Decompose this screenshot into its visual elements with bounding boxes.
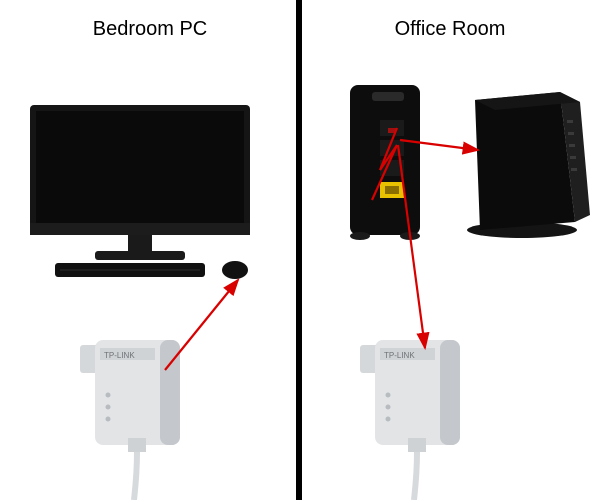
center-divider: [296, 0, 302, 500]
router-icon: [350, 85, 420, 240]
powerline-adapter-left-icon: TP-LINK: [80, 340, 180, 500]
svg-text:TP-LINK: TP-LINK: [104, 351, 135, 360]
modem-icon: [467, 92, 590, 238]
powerline-adapter-right-icon: TP-LINK: [360, 340, 460, 500]
arrow-router-to-modem: [400, 140, 478, 150]
left-title: Bedroom PC: [60, 18, 240, 41]
right-title: Office Room: [350, 18, 550, 41]
arrow-router-elbow: [372, 145, 397, 200]
pc-icon: [30, 105, 250, 279]
diagram-canvas: Bedroom PC Office Room: [0, 0, 600, 500]
arrow-adapter-to-pc: [165, 280, 238, 370]
arrow-router-to-adapter: [398, 145, 425, 348]
svg-text:TP-LINK: TP-LINK: [384, 351, 415, 360]
